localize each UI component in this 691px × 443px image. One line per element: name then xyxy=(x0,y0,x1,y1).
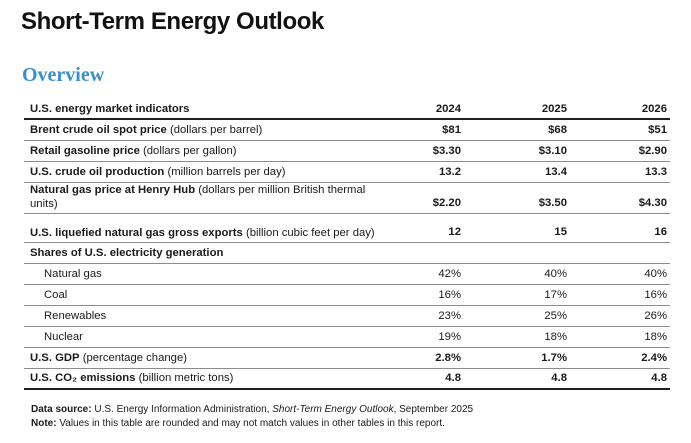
cell-2024: 42% xyxy=(438,267,461,280)
table-row-retail-gasoline: Retail gasoline price (dollars per gallo… xyxy=(24,140,670,161)
cell-2025: $3.50 xyxy=(538,196,567,209)
table-row-share-natural-gas: Natural gas 42% 40% 40% xyxy=(24,263,670,284)
data-source-label: Data source: xyxy=(31,404,92,415)
row-label: U.S. CO₂ emissions (billion metric tons) xyxy=(24,368,382,389)
cell-2026: 18% xyxy=(644,330,667,343)
row-label: U.S. crude oil production (million barre… xyxy=(24,161,382,182)
cell-2024: $3.30 xyxy=(432,144,461,157)
table-row-brent-crude: Brent crude oil spot price (dollars per … xyxy=(24,119,670,140)
row-label: Brent crude oil spot price (dollars per … xyxy=(24,119,382,140)
cell-2024: 13.2 xyxy=(439,165,461,178)
note-line: Note: Values in this table are rounded a… xyxy=(31,417,473,431)
row-label-bold: Natural gas price at Henry Hub xyxy=(30,183,196,196)
data-source-publication: Short-Term Energy Outlook xyxy=(272,404,394,415)
cell-2026: 4.8 xyxy=(651,372,667,384)
cell-2026 xyxy=(570,242,670,263)
cell-2025: $3.10 xyxy=(538,144,567,157)
cell-2024: 16% xyxy=(438,288,461,301)
cell-2024: 2.8% xyxy=(435,351,461,364)
data-source-date: , September 2025 xyxy=(393,404,474,415)
cell-2026: 16 xyxy=(654,225,667,238)
cell-2024: 4.8 xyxy=(445,372,461,384)
note-label: Note: xyxy=(31,418,57,429)
cell-2024: 19% xyxy=(438,330,461,343)
header-year-1: 2024 xyxy=(435,103,461,115)
row-label: Nuclear xyxy=(44,330,83,343)
cell-2024: 12 xyxy=(448,225,461,238)
cell-2024: $81 xyxy=(442,123,461,136)
cell-2025: 13.4 xyxy=(545,165,567,178)
row-label-unit: (billion metric tons) xyxy=(135,372,234,384)
row-label-bold: U.S. GDP xyxy=(30,351,80,364)
table-header-row: U.S. energy market indicators 2024 2025 … xyxy=(24,100,670,119)
row-label-unit: (dollars per million British thermal uni… xyxy=(30,183,366,210)
header-year-2: 2025 xyxy=(541,103,567,115)
table-row-lng-exports: U.S. liquefied natural gas gross exports… xyxy=(24,213,670,242)
row-label-unit: (billion cubic feet per day) xyxy=(242,226,375,239)
note-text: Values in this table are rounded and may… xyxy=(56,418,445,429)
table-row-share-renewables: Renewables 23% 25% 26% xyxy=(24,305,670,326)
row-label-bold: Retail gasoline price xyxy=(30,144,140,157)
indicators-table-container: U.S. energy market indicators 2024 2025 … xyxy=(24,100,670,390)
cell-2026: 16% xyxy=(644,288,667,301)
cell-2026: 26% xyxy=(644,309,667,322)
cell-2026: $4.30 xyxy=(638,196,667,209)
row-label: Shares of U.S. electricity generation xyxy=(24,242,382,263)
header-indicator-label: U.S. energy market indicators xyxy=(30,103,190,115)
section-heading: Overview xyxy=(22,64,105,86)
row-label: Natural gas xyxy=(44,267,102,280)
cell-2026: $51 xyxy=(648,123,667,136)
cell-2025: 18% xyxy=(544,330,567,343)
row-label: Coal xyxy=(44,288,68,301)
row-label-unit: (dollars per gallon) xyxy=(139,144,237,157)
row-label: U.S. GDP (percentage change) xyxy=(24,347,382,368)
page-title: Short-Term Energy Outlook xyxy=(21,8,324,35)
row-label-unit: (million barrels per day) xyxy=(164,165,286,178)
row-label-bold: Shares of U.S. electricity generation xyxy=(30,246,224,259)
cell-2025: 15 xyxy=(554,225,567,238)
cell-2025: 4.8 xyxy=(551,372,567,384)
table-row-electricity-shares-heading: Shares of U.S. electricity generation xyxy=(24,242,670,263)
cell-2025 xyxy=(464,242,570,263)
cell-2026: 40% xyxy=(644,267,667,280)
row-label-bold: U.S. crude oil production xyxy=(30,165,165,178)
data-source-line: Data source: U.S. Energy Information Adm… xyxy=(31,403,473,417)
cell-2026: $2.90 xyxy=(638,144,667,157)
data-source-text: U.S. Energy Information Administration, xyxy=(91,404,273,415)
cell-2026: 13.3 xyxy=(645,165,667,178)
row-label-bold: U.S. liquefied natural gas gross exports xyxy=(30,226,243,239)
row-label: U.S. liquefied natural gas gross exports… xyxy=(24,213,382,242)
table-row-crude-production: U.S. crude oil production (million barre… xyxy=(24,161,670,182)
table-row-share-coal: Coal 16% 17% 16% xyxy=(24,284,670,305)
energy-indicators-table: U.S. energy market indicators 2024 2025 … xyxy=(24,100,670,390)
table-row-share-nuclear: Nuclear 19% 18% 18% xyxy=(24,326,670,347)
cell-2025: 1.7% xyxy=(541,351,567,364)
cell-2025: 17% xyxy=(544,288,567,301)
row-label: Renewables xyxy=(44,309,107,322)
cell-2026: 2.4% xyxy=(641,351,667,364)
header-year-3: 2026 xyxy=(641,103,667,115)
table-row-gdp: U.S. GDP (percentage change) 2.8% 1.7% 2… xyxy=(24,347,670,368)
row-label: Natural gas price at Henry Hub (dollars … xyxy=(24,182,382,213)
row-label-unit: (dollars per barrel) xyxy=(166,123,263,136)
cell-2025: 25% xyxy=(544,309,567,322)
row-label-unit: (percentage change) xyxy=(79,351,187,364)
cell-2024 xyxy=(382,242,464,263)
row-label: Retail gasoline price (dollars per gallo… xyxy=(24,140,382,161)
cell-2024: 23% xyxy=(438,309,461,322)
table-footer: Data source: U.S. Energy Information Adm… xyxy=(31,403,473,431)
table-row-henry-hub: Natural gas price at Henry Hub (dollars … xyxy=(24,182,670,213)
row-label-bold: U.S. CO₂ emissions xyxy=(30,372,136,384)
cell-2024: $2.20 xyxy=(432,196,461,209)
cell-2025: 40% xyxy=(544,267,567,280)
row-label-bold: Brent crude oil spot price xyxy=(30,123,167,136)
cell-2025: $68 xyxy=(548,123,567,136)
table-row-co2-emissions: U.S. CO₂ emissions (billion metric tons)… xyxy=(24,368,670,389)
